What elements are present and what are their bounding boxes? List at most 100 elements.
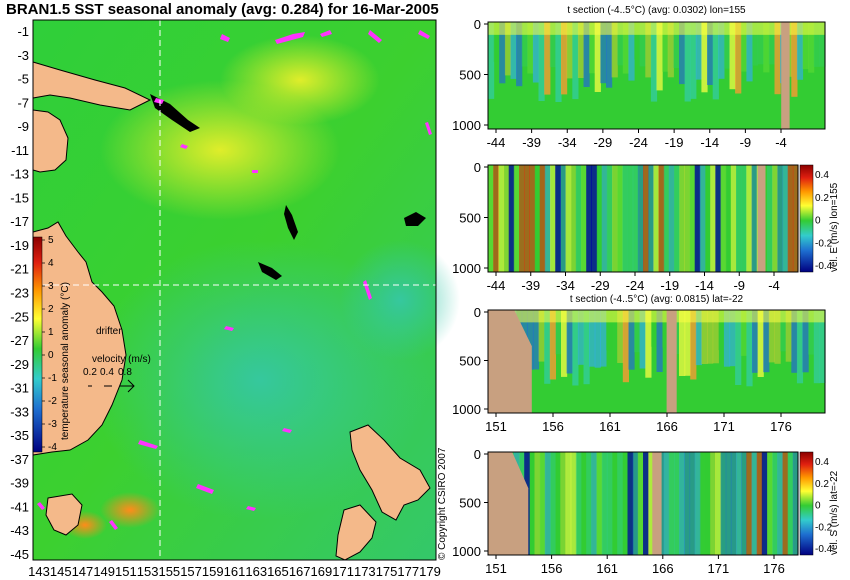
section-stripe bbox=[782, 165, 789, 272]
sst-colorbar-tick-label: -2 bbox=[48, 396, 57, 407]
section-x-tick-label: 166 bbox=[652, 561, 674, 576]
section-stripe bbox=[606, 452, 613, 555]
solomon-islands bbox=[150, 94, 200, 132]
map-y-tick-label: -11 bbox=[11, 143, 29, 158]
section-stripe bbox=[787, 165, 794, 272]
section-stripe bbox=[813, 310, 820, 384]
velocity-colorbar-tick-label: 0.4 bbox=[815, 170, 829, 181]
section-y-tick-label: 1000 bbox=[452, 261, 481, 276]
sst-colorbar-tick-label: 1 bbox=[48, 327, 54, 338]
section-stripe bbox=[741, 452, 747, 555]
section-stripe bbox=[679, 452, 685, 555]
section-stripe bbox=[679, 22, 686, 85]
section-x-tick-label: -19 bbox=[665, 135, 684, 150]
section-stripe bbox=[746, 22, 753, 82]
section-stripe bbox=[729, 310, 736, 367]
section-stripe bbox=[570, 165, 577, 272]
section-stripe bbox=[549, 22, 556, 68]
section-stripe bbox=[549, 310, 556, 380]
section-stripe bbox=[735, 22, 742, 94]
section-stripe bbox=[589, 310, 596, 367]
section-stripe bbox=[792, 452, 799, 555]
nz-north-island bbox=[349, 424, 431, 521]
section-stripe bbox=[508, 165, 515, 272]
section-stripe bbox=[591, 165, 598, 272]
section-stripe bbox=[667, 22, 674, 78]
map-frame bbox=[32, 19, 437, 561]
section-x-tick-label: -24 bbox=[629, 135, 648, 150]
section-x-tick-label: -29 bbox=[591, 278, 610, 293]
section-stripe bbox=[632, 452, 639, 555]
section-stripe bbox=[648, 165, 654, 272]
section-stripe bbox=[544, 452, 551, 555]
section-stripe bbox=[634, 310, 641, 353]
section-stripe bbox=[746, 310, 753, 387]
section-stripe bbox=[718, 22, 725, 79]
section-stripe bbox=[768, 310, 775, 363]
section-stripe bbox=[757, 22, 764, 65]
sst-colorbar-tick-label: 0 bbox=[48, 350, 54, 361]
section-stripe bbox=[791, 22, 798, 97]
section-stripe bbox=[720, 452, 727, 555]
map-y-tick-label: -5 bbox=[17, 72, 29, 87]
section-stripe bbox=[673, 22, 680, 68]
section-stripe bbox=[617, 165, 623, 272]
new-caledonia bbox=[258, 262, 282, 280]
section-x-tick-label: 171 bbox=[713, 419, 735, 434]
section-stripe bbox=[701, 22, 708, 93]
section-stripe bbox=[534, 452, 541, 555]
section-stripe bbox=[617, 310, 624, 363]
section-stripe bbox=[668, 452, 675, 555]
section-stripe bbox=[808, 22, 815, 73]
section-stripe bbox=[715, 452, 722, 555]
map-y-tick-label: -33 bbox=[10, 404, 29, 419]
section-stripe bbox=[668, 165, 675, 272]
section-stripe bbox=[601, 165, 608, 272]
section-x-tick-label: -44 bbox=[487, 135, 506, 150]
map-y-tick-label: -27 bbox=[10, 333, 29, 348]
section-panel-3: t section (-4..5°C) (avg: 0.0815) lat=-2… bbox=[452, 294, 826, 434]
section-stripe bbox=[639, 310, 646, 369]
section-stripe bbox=[596, 452, 603, 555]
new-guinea-landmass bbox=[32, 61, 152, 111]
drifter-track bbox=[180, 144, 188, 149]
section-title: t section (-4..5°C) (avg: 0.0815) lat=-2… bbox=[570, 294, 744, 305]
section-x-tick-label: 176 bbox=[770, 419, 792, 434]
velocity-colorbar-tick-label: -0.2 bbox=[815, 238, 833, 249]
section-stripe bbox=[591, 452, 598, 555]
section-stripe bbox=[575, 452, 582, 555]
section-stripe bbox=[725, 165, 732, 272]
section-stripe bbox=[539, 165, 546, 272]
section-stripe bbox=[600, 310, 607, 367]
section-stripe bbox=[730, 165, 737, 272]
section-stripe bbox=[796, 22, 804, 80]
map-x-tick-label: 175 bbox=[376, 564, 398, 579]
section-stripe bbox=[819, 310, 826, 383]
drifter-track bbox=[196, 484, 214, 494]
section-stripe bbox=[712, 310, 719, 364]
section-x-tick-label: 176 bbox=[763, 561, 785, 576]
section-stripe bbox=[767, 452, 773, 555]
section-stripe bbox=[736, 165, 742, 272]
section-stripe bbox=[684, 452, 691, 555]
section-stripe bbox=[658, 165, 665, 272]
section-stripe bbox=[606, 165, 613, 272]
section-stripe bbox=[705, 452, 711, 555]
section-stripe bbox=[663, 452, 670, 555]
section-stripe bbox=[643, 165, 649, 272]
section-x-tick-label: 156 bbox=[542, 419, 564, 434]
section-stripe bbox=[802, 310, 809, 373]
section-stripe bbox=[527, 310, 534, 370]
drifter-track bbox=[275, 32, 305, 44]
section-stripe bbox=[720, 165, 727, 272]
map-y-tick-label: -39 bbox=[10, 476, 29, 491]
section-stripe bbox=[529, 452, 536, 555]
section-stripe bbox=[510, 22, 517, 79]
tasmania-landmass bbox=[45, 493, 83, 536]
section-x-tick-label: -19 bbox=[660, 278, 679, 293]
section-stripe bbox=[777, 165, 784, 272]
map-y-tick-label: -3 bbox=[17, 48, 29, 63]
section-stripe bbox=[532, 310, 540, 370]
section-y-tick-label: 0 bbox=[474, 17, 481, 32]
section-stripe bbox=[622, 22, 629, 74]
